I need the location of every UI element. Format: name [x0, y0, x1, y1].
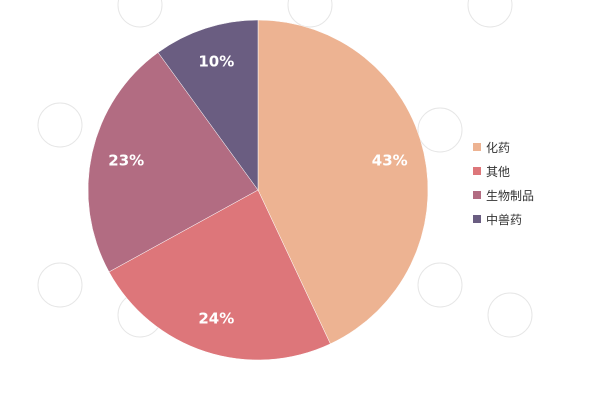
pie-slices	[87, 19, 429, 361]
legend-swatch	[473, 215, 481, 223]
legend-label: 化药	[486, 140, 511, 155]
watermark-ring	[487, 292, 533, 338]
legend-label: 生物制品	[486, 188, 535, 203]
watermark-ring	[37, 262, 83, 308]
pie-slice[interactable]	[87, 52, 259, 273]
watermark-ring	[467, 0, 513, 28]
pie-data-labels: 43% 24% 23% 10%	[108, 53, 407, 328]
pie-slice[interactable]	[108, 189, 331, 361]
slice-data-label: 43%	[372, 152, 408, 170]
slice-data-label: 10%	[198, 53, 234, 71]
slice-data-label: 23%	[108, 152, 144, 170]
legend-item[interactable]: 生物制品	[473, 186, 534, 204]
legend-swatch	[473, 191, 481, 199]
pie-slice[interactable]	[157, 19, 259, 191]
legend-item[interactable]: 其他	[473, 162, 534, 180]
legend-label: 其他	[486, 164, 511, 179]
legend-swatch	[473, 167, 481, 175]
watermark-ring	[417, 107, 463, 153]
legend-item[interactable]: 化药	[473, 138, 534, 156]
watermark-ring	[417, 262, 463, 308]
legend-label: 中兽药	[486, 212, 523, 227]
watermark-ring	[287, 0, 333, 28]
legend: 化药 其他 生物制品 中兽药	[473, 138, 534, 234]
legend-item[interactable]: 中兽药	[473, 210, 534, 228]
watermark-ring	[117, 0, 163, 28]
pie-slice[interactable]	[257, 19, 429, 345]
legend-swatch	[473, 143, 481, 151]
slice-data-label: 24%	[198, 309, 234, 327]
watermark-ring	[37, 102, 83, 148]
